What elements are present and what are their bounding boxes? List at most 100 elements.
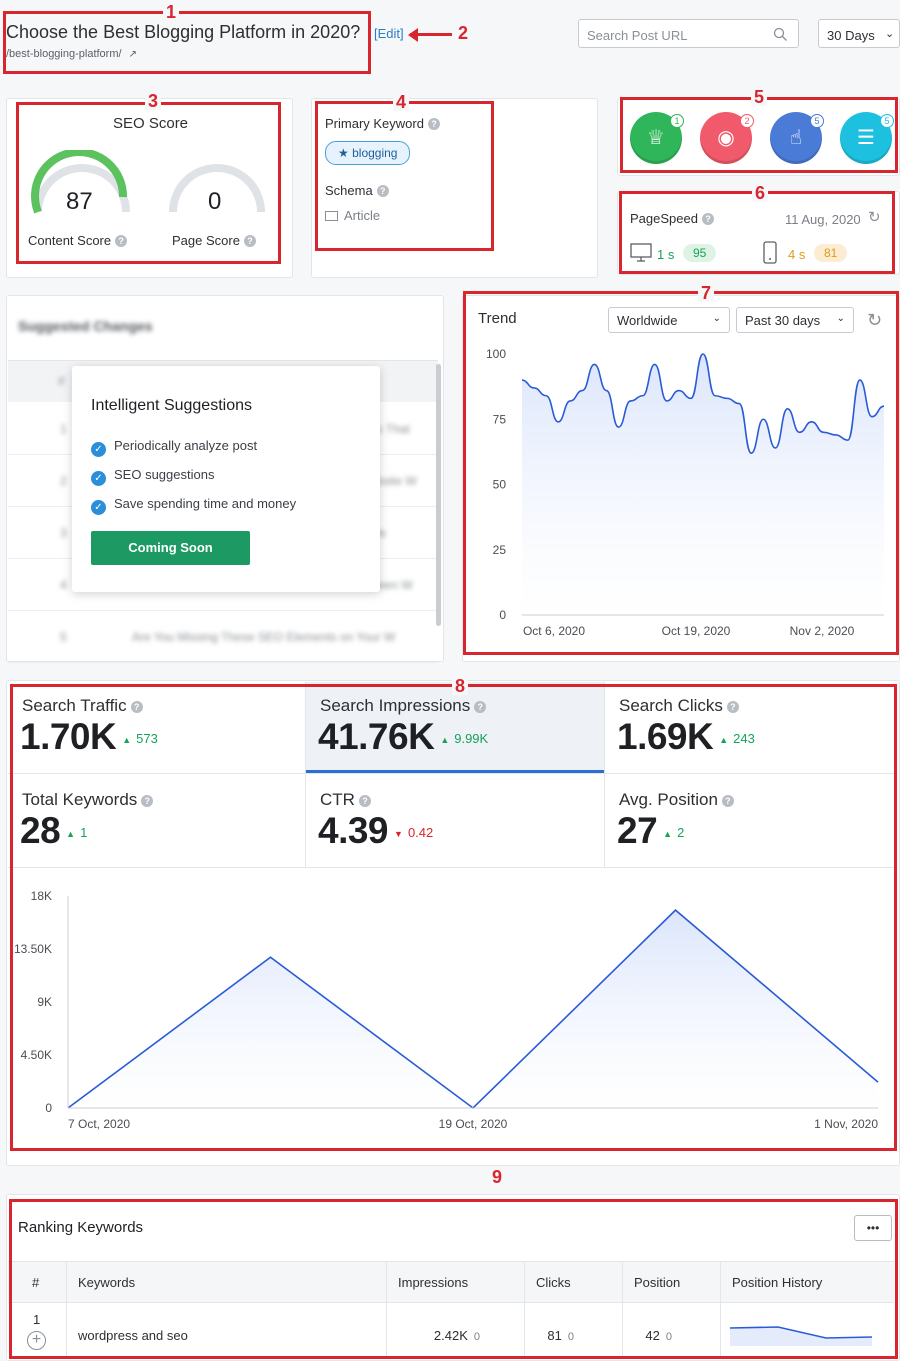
help-icon[interactable]: ? (243, 235, 256, 247)
popup-title: Intelligent Suggestions (91, 397, 252, 414)
post-title: Choose the Best Blogging Platform in 202… (6, 22, 361, 42)
y-tick-label: 75 (493, 412, 507, 426)
help-icon[interactable]: ? (427, 118, 440, 130)
help-icon[interactable]: ? (141, 795, 154, 807)
suggested-row-text[interactable]: ebsite W (370, 474, 417, 488)
column-divider (524, 1262, 525, 1358)
metric-value-row: 1.70K ▲ 573 (20, 716, 158, 758)
column-header[interactable]: Impressions (398, 1275, 469, 1290)
metric-label[interactable]: Search Impressions? (320, 696, 487, 716)
help-icon[interactable]: ? (701, 213, 714, 225)
keyword-cell[interactable]: wordpress and seo (78, 1328, 188, 1343)
help-icon[interactable]: ? (474, 701, 487, 713)
badge-count: 5 (880, 114, 894, 128)
pointer-icon: ☝ (789, 127, 803, 149)
help-icon[interactable]: ? (358, 795, 371, 807)
suggested-row-text[interactable]: Been W (370, 578, 413, 592)
metric-delta-value: 243 (733, 731, 755, 746)
edit-link[interactable]: [Edit] (374, 26, 404, 41)
region-select[interactable]: Worldwide ⌄ (608, 307, 730, 333)
metric-delta-value: 0.42 (407, 825, 434, 840)
metric-label[interactable]: Total Keywords? (22, 790, 154, 810)
y-tick-label: 25 (493, 543, 507, 557)
column-header[interactable]: Clicks (536, 1275, 571, 1290)
column-header[interactable]: Position History (732, 1275, 823, 1290)
schema-value: Article (325, 208, 380, 223)
help-icon[interactable]: ? (130, 701, 143, 713)
x-tick-label: 7 Oct, 2020 (68, 1117, 130, 1131)
popup-item-text: Periodically analyze post (114, 438, 258, 453)
x-tick-label: Oct 19, 2020 (662, 624, 731, 638)
period-select-value: Past 30 days (745, 313, 821, 328)
suggested-scrollbar[interactable] (436, 364, 441, 626)
post-url[interactable]: /best-blogging-platform/ ↗ (6, 48, 137, 60)
content-score-value: 87 (66, 188, 93, 215)
y-tick-label: 0 (499, 608, 506, 622)
x-tick-label: Nov 2, 2020 (790, 624, 855, 638)
help-icon[interactable]: ? (115, 235, 128, 247)
metric-label-text: Total Keywords (22, 790, 138, 809)
position-cell: 42 0 (645, 1328, 672, 1343)
annotation-box-8 (10, 684, 897, 1151)
metric-label[interactable]: Search Clicks? (619, 696, 739, 716)
content-score-gauge (31, 150, 130, 214)
annotation-number-5: 5 (751, 88, 768, 106)
more-options-button[interactable]: ••• (854, 1215, 892, 1241)
annotation-box-1 (3, 11, 371, 74)
seo-score-card (6, 98, 293, 278)
page-score-value: 0 (208, 188, 222, 215)
clicks-delta: 0 (567, 1331, 574, 1343)
trend-refresh-icon[interactable]: ↻ (867, 310, 883, 330)
table-row-divider (8, 662, 438, 663)
list-badge[interactable]: ☰ 5 (840, 112, 894, 164)
metric-delta: ▲ 9.99K (440, 731, 488, 746)
check-circle-icon: ✓ (91, 442, 106, 457)
help-icon[interactable]: ? (376, 185, 389, 197)
pagespeed-title: PageSpeed? (630, 211, 714, 226)
metric-value-row: 4.39 ▼ 0.42 (318, 810, 433, 852)
column-header[interactable]: Keywords (78, 1275, 136, 1290)
pointer-badge[interactable]: ☝ 5 (770, 112, 824, 164)
metric-label[interactable]: Search Traffic? (22, 696, 143, 716)
search-post-url-input[interactable]: Search Post URL (578, 19, 799, 48)
period-select[interactable]: Past 30 days ⌄ (736, 307, 854, 333)
position-delta: 0 (665, 1331, 672, 1343)
help-icon[interactable]: ? (726, 701, 739, 713)
external-link-icon[interactable]: ↗ (128, 49, 138, 60)
annotation-box-5 (620, 97, 898, 173)
eye-badge[interactable]: ◉ 2 (700, 112, 754, 164)
help-icon[interactable]: ? (721, 795, 734, 807)
y-tick-label: 13.50K (14, 942, 52, 956)
expand-row-icon[interactable]: + (27, 1331, 46, 1350)
keyword-pill[interactable]: ★ blogging (325, 141, 411, 165)
column-header[interactable]: # (32, 1275, 40, 1290)
eye-icon: ◉ (717, 127, 735, 149)
article-icon (325, 211, 338, 221)
suggested-row-text[interactable]: Are You Missing These SEO Elements on Yo… (132, 630, 396, 644)
search-input-placeholder: Search Post URL (587, 28, 688, 43)
metrics-hline (8, 867, 896, 868)
post-url-text[interactable]: /best-blogging-platform/ (6, 48, 122, 60)
page-score-label: Page Score? (172, 233, 256, 248)
coming-soon-button[interactable]: Coming Soon (91, 531, 250, 565)
metric-delta-value: 1 (80, 825, 88, 840)
keyword-pill-text: blogging (352, 146, 398, 160)
search-icon[interactable] (773, 27, 788, 42)
metric-label[interactable]: Avg. Position? (619, 790, 734, 810)
ranking-keywords-title: Ranking Keywords (18, 1219, 144, 1236)
y-tick-label: 0 (45, 1101, 52, 1115)
range-select[interactable]: 30 Days ⌄ (818, 19, 900, 48)
x-tick-label: 19 Oct, 2020 (439, 1117, 508, 1131)
metric-label[interactable]: CTR? (320, 790, 371, 810)
primary-keyword-title: Primary Keyword? (325, 116, 440, 131)
crown-badge[interactable]: ♕ 1 (630, 112, 684, 164)
badge-count: 5 (810, 114, 824, 128)
refresh-icon[interactable]: ↻ (868, 209, 881, 226)
metric-value: 1.70K (20, 716, 117, 757)
column-header[interactable]: Position (634, 1275, 681, 1290)
metric-value-row: 27 ▲ 2 (617, 810, 684, 852)
annotation-box-7 (463, 291, 899, 655)
y-tick-label: 18K (31, 889, 52, 903)
x-tick-label: 1 Nov, 2020 (814, 1117, 878, 1131)
page-score-gauge (169, 164, 265, 213)
